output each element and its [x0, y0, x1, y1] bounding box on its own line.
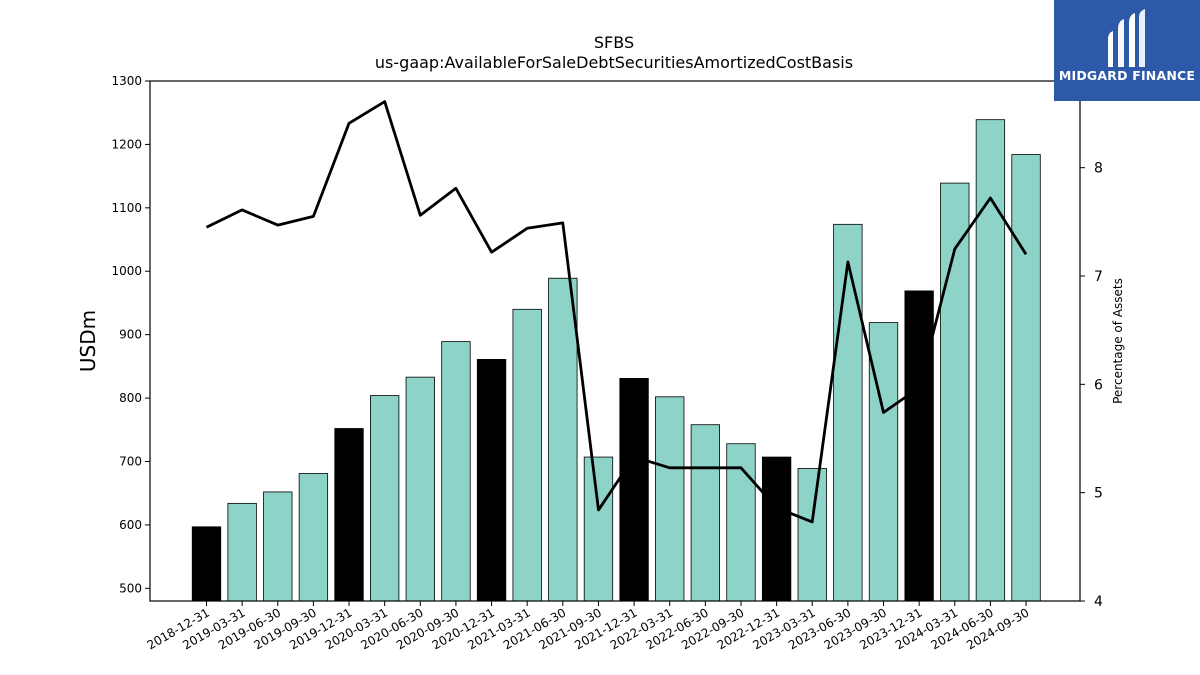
plot-frame	[149, 80, 1081, 602]
bar-2023-03-31	[797, 468, 827, 602]
brand-name: MIDGARD FINANCE	[1058, 68, 1196, 83]
bar-2022-12-31	[761, 456, 792, 602]
bar-2018-12-31	[191, 526, 222, 602]
y-tick-label: 1200	[111, 137, 142, 151]
bar-2022-03-31	[655, 396, 685, 602]
y-axis-left: 500 600 700 800 900 1000 1100 1200 1300	[111, 74, 150, 595]
bar-2019-12-31	[334, 428, 364, 602]
y2-tick-label: 4	[1094, 594, 1103, 610]
bar-2020-09-30	[441, 341, 471, 602]
bar-2024-06-30	[975, 119, 1006, 602]
y2-tick-label: 6	[1094, 377, 1103, 393]
y-axis-label-left: USDm	[76, 310, 100, 372]
bar-2022-06-30	[690, 424, 721, 602]
y-tick-label: 600	[119, 518, 142, 532]
y2-tick-label: 5	[1094, 486, 1103, 502]
bar-2020-06-30	[405, 376, 435, 602]
line-series	[205, 100, 1028, 524]
bar-2019-03-31	[227, 502, 257, 602]
bar-2023-12-31	[904, 290, 934, 602]
bar-2024-03-31	[940, 182, 970, 602]
bar-2020-12-31	[476, 358, 507, 602]
x-axis: 2018-12-312019-03-312019-06-302019-09-30…	[145, 601, 1032, 652]
bar-2021-06-30	[548, 277, 578, 602]
bar-2019-09-30	[298, 473, 329, 602]
bar-2022-09-30	[726, 443, 756, 602]
bar-2021-09-30	[583, 456, 614, 602]
chart-title: SFBS	[594, 33, 634, 52]
y2-tick-label: 8	[1094, 161, 1103, 177]
y2-tick-label: 7	[1094, 269, 1103, 285]
y-tick-label: 800	[119, 391, 142, 405]
bar-2023-06-30	[833, 223, 863, 602]
y-tick-label: 1000	[111, 264, 142, 278]
brand-mark-icon	[1108, 9, 1145, 67]
percentage-line	[205, 100, 1028, 524]
y-tick-label: 1100	[111, 201, 142, 215]
bar-series	[191, 119, 1041, 602]
bar-2021-03-31	[512, 308, 542, 602]
bar-2020-03-31	[370, 395, 400, 602]
y-tick-label: 1300	[111, 74, 142, 88]
bar-2019-06-30	[263, 491, 293, 602]
bar-2024-09-30	[1011, 154, 1041, 602]
bar-2021-12-31	[619, 378, 649, 602]
y-axis-label-right: Percentage of Assets	[1111, 278, 1125, 404]
brand-logo: MIDGARD FINANCE	[1054, 0, 1200, 101]
y-tick-label: 500	[119, 581, 142, 595]
y-tick-label: 900	[119, 328, 142, 342]
chart-subtitle: us-gaap:AvailableForSaleDebtSecuritiesAm…	[375, 53, 853, 72]
y-axis-right: 4 5 6 7 8	[1080, 161, 1103, 610]
y-tick-label: 700	[119, 454, 142, 468]
